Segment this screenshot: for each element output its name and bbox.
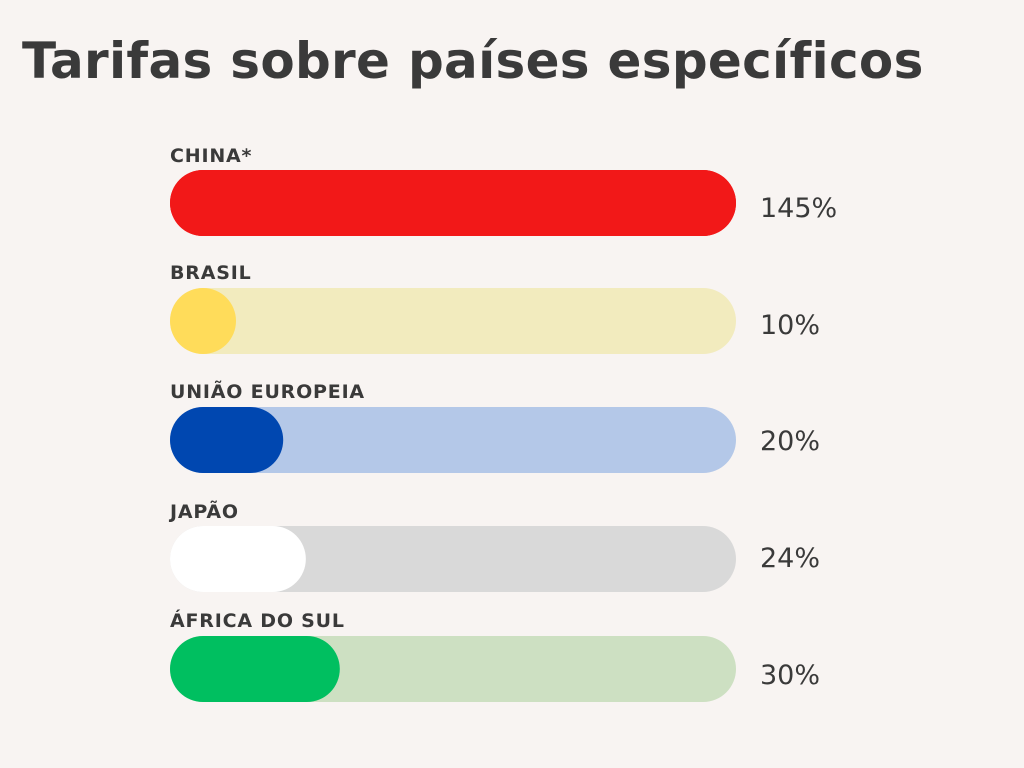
bar-value-japao: 24%: [760, 543, 820, 574]
bars-group: CHINA* 145% BRASIL 10% UNIÃO EUROPEIA 20% JAPÃ…: [168, 145, 837, 702]
bar-fill-brasil: [170, 288, 236, 354]
bar-label-china: CHINA*: [170, 145, 252, 167]
bar-label-brasil: BRASIL: [170, 262, 251, 284]
bar-value-uniao-europeia: 20%: [760, 426, 820, 457]
bar-fill-china: [170, 170, 736, 236]
bar-fill-japao: [170, 526, 306, 592]
bar-track-brasil: [170, 288, 736, 354]
bar-label-uniao-europeia: UNIÃO EUROPEIA: [170, 379, 365, 403]
bar-fill-uniao-europeia: [170, 407, 284, 473]
bar-value-africa-do-sul: 30%: [760, 660, 820, 691]
bar-track-japao: [170, 526, 736, 592]
bar-label-africa-do-sul: ÁFRICA DO SUL: [170, 609, 345, 632]
bar-track-uniao-europeia: [170, 407, 736, 473]
bar-label-japao: JAPÃO: [168, 499, 239, 523]
bar-value-brasil: 10%: [760, 310, 820, 341]
page-title: Tarifas sobre países específicos: [22, 32, 924, 90]
bar-value-china: 145%: [760, 193, 837, 224]
bar-fill-africa-do-sul: [170, 636, 340, 702]
